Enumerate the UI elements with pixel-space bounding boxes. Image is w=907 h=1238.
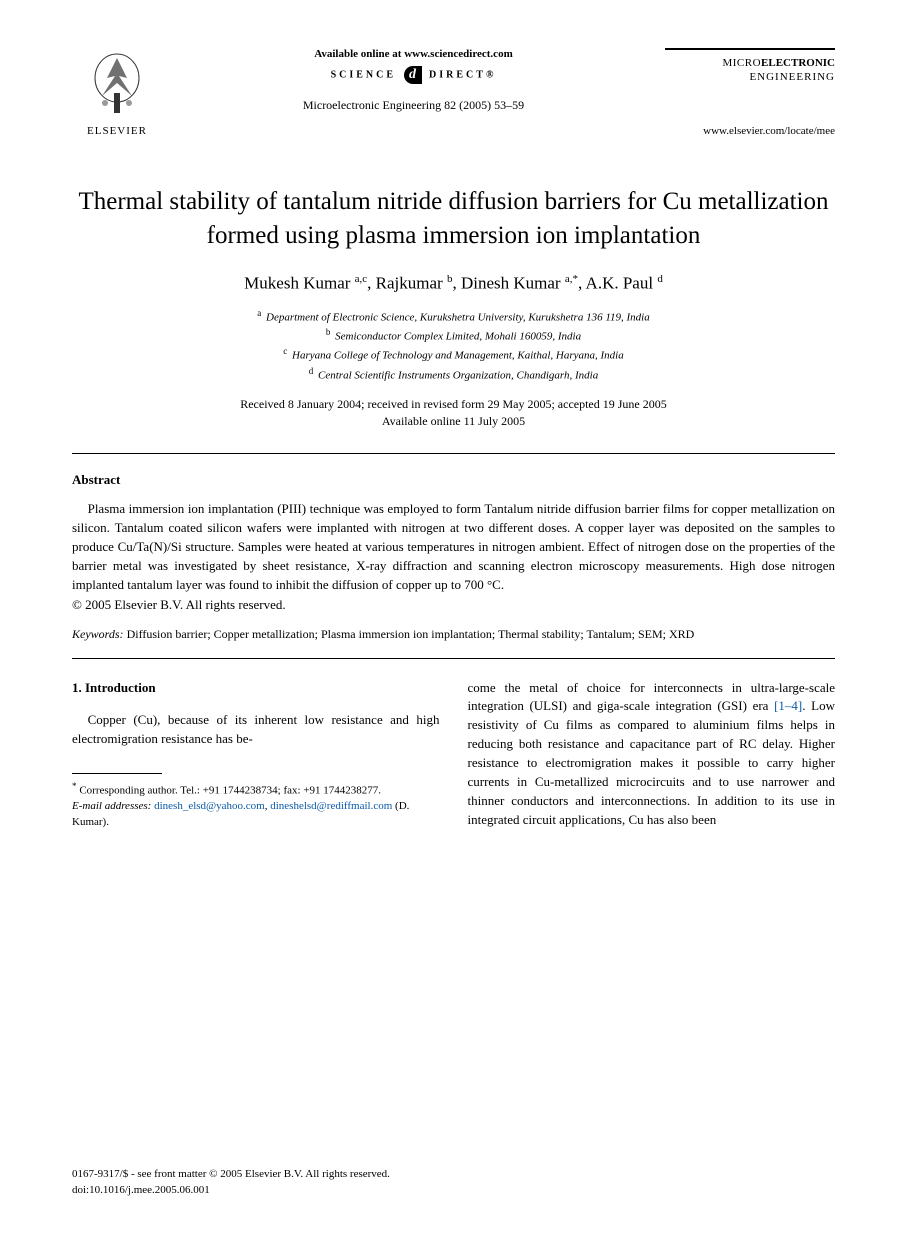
journal-reference: Microelectronic Engineering 82 (2005) 53…: [182, 98, 645, 113]
intro-paragraph-right: come the metal of choice for interconnec…: [468, 679, 836, 830]
front-matter-line: 0167-9317/$ - see front matter © 2005 El…: [72, 1167, 390, 1182]
journal-logo: MICROELECTRONIC ENGINEERING: [665, 48, 835, 85]
abstract-text: Plasma immersion ion implantation (PIII)…: [72, 500, 835, 594]
sciencedirect-logo: SCIENCE d DIRECT®: [182, 66, 645, 84]
corresponding-text: Corresponding author. Tel.: +91 17442387…: [79, 785, 381, 797]
affiliation-b: Semiconductor Complex Limited, Mohali 16…: [335, 331, 581, 343]
column-right: come the metal of choice for interconnec…: [468, 679, 836, 830]
affiliation-a: Department of Electronic Science, Kuruks…: [266, 312, 650, 324]
affiliation-c: Haryana College of Technology and Manage…: [292, 350, 624, 362]
rule-above-abstract: [72, 453, 835, 454]
dates-online: Available online 11 July 2005: [72, 413, 835, 430]
sciencedirect-right: DIRECT®: [429, 69, 496, 80]
keywords-text: Diffusion barrier; Copper metallization;…: [127, 627, 695, 641]
doi-line: doi:10.1016/j.mee.2005.06.001: [72, 1183, 390, 1198]
affiliation-d: Central Scientific Instruments Organizat…: [318, 369, 598, 381]
keywords-line: Keywords: Diffusion barrier; Copper meta…: [72, 627, 835, 642]
page-header: ELSEVIER Available online at www.science…: [72, 48, 835, 137]
page-footer: 0167-9317/$ - see front matter © 2005 El…: [72, 1167, 390, 1198]
elsevier-tree-icon: [87, 48, 147, 118]
right-header: MICROELECTRONIC ENGINEERING www.elsevier…: [665, 48, 835, 137]
publisher-name: ELSEVIER: [72, 125, 162, 137]
email-label: E-mail addresses:: [72, 800, 151, 812]
column-left: 1. Introduction Copper (Cu), because of …: [72, 679, 440, 830]
body-columns: 1. Introduction Copper (Cu), because of …: [72, 679, 835, 830]
footnote-rule: [72, 773, 162, 774]
col2-text-b: . Low resistivity of Cu films as compare…: [468, 698, 836, 826]
citation-1-4[interactable]: [1–4]: [774, 698, 802, 713]
abstract-copyright: © 2005 Elsevier B.V. All rights reserved…: [72, 597, 835, 613]
section-1-heading: 1. Introduction: [72, 679, 440, 698]
journal-logo-electronic: ELECTRONIC: [761, 57, 835, 69]
journal-logo-micro: MICRO: [722, 57, 761, 69]
footnotes: * Corresponding author. Tel.: +91 174423…: [72, 780, 440, 830]
article-dates: Received 8 January 2004; received in rev…: [72, 396, 835, 430]
affiliations: a Department of Electronic Science, Kuru…: [72, 307, 835, 384]
sciencedirect-left: SCIENCE: [331, 69, 396, 80]
email-2[interactable]: dineshelsd@rediffmail.com: [270, 800, 392, 812]
corresponding-author-note: * Corresponding author. Tel.: +91 174423…: [72, 780, 440, 799]
author-list: Mukesh Kumar a,c, Rajkumar b, Dinesh Kum…: [72, 273, 835, 294]
sciencedirect-d-icon: d: [404, 66, 422, 84]
intro-paragraph-left: Copper (Cu), because of its inherent low…: [72, 711, 440, 749]
email-1[interactable]: dinesh_elsd@yahoo.com: [154, 800, 265, 812]
title-block: Thermal stability of tantalum nitride di…: [72, 185, 835, 429]
paper-title: Thermal stability of tantalum nitride di…: [72, 185, 835, 253]
center-header: Available online at www.sciencedirect.co…: [162, 48, 665, 113]
rule-below-keywords: [72, 658, 835, 659]
email-addresses-note: E-mail addresses: dinesh_elsd@yahoo.com,…: [72, 799, 440, 830]
abstract-section: Abstract Plasma immersion ion implantati…: [72, 472, 835, 641]
abstract-heading: Abstract: [72, 472, 835, 488]
dates-received: Received 8 January 2004; received in rev…: [72, 396, 835, 413]
publisher-logo-block: ELSEVIER: [72, 48, 162, 137]
keywords-label: Keywords:: [72, 627, 124, 641]
available-online-text: Available online at www.sciencedirect.co…: [182, 48, 645, 60]
locate-url[interactable]: www.elsevier.com/locate/mee: [665, 125, 835, 137]
journal-logo-engineering: ENGINEERING: [749, 71, 835, 83]
